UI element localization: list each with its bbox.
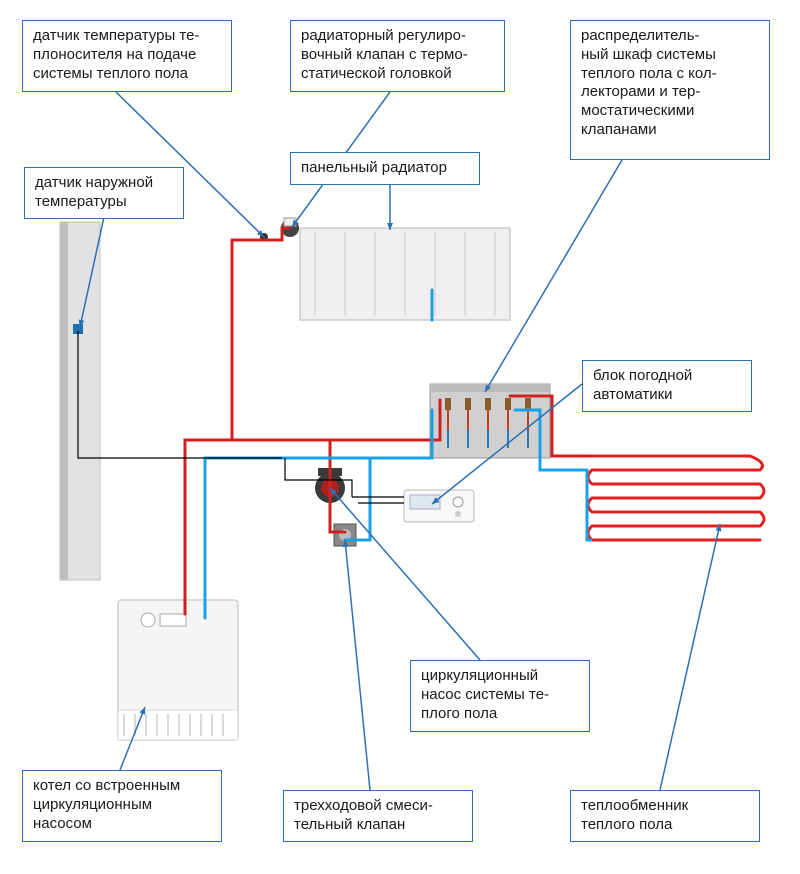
callout-boiler: котел со встроеннымциркуляционнымнасосом [22, 770, 222, 842]
callout-supply-sensor: датчик температуры те-плоносителя на под… [22, 20, 232, 92]
callout-outdoor-sensor: датчик наружнойтемпературы [24, 167, 184, 219]
callout-radiator-valve: радиаторный регулиро-вочный клапан с тер… [290, 20, 505, 92]
callout-weather-unit: блок погоднойавтоматики [582, 360, 752, 412]
callout-circ-pump: циркуляционныйнасос системы те-плого пол… [410, 660, 590, 732]
callout-manifold-cabinet: распределитель-ный шкаф системытеплого п… [570, 20, 770, 160]
callout-panel-radiator: панельный радиатор [290, 152, 480, 185]
callout-floor-heat-ex: теплообменниктеплого пола [570, 790, 760, 842]
callout-three-way-valve: трехходовой смеси-тельный клапан [283, 790, 473, 842]
